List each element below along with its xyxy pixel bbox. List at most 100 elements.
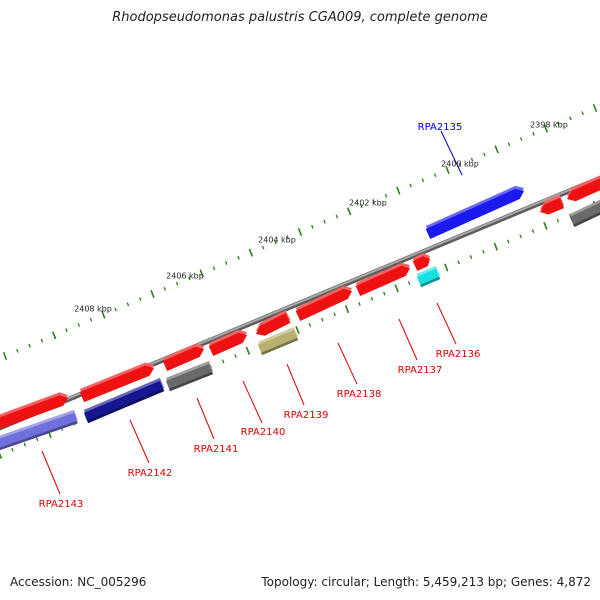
outer-tick — [51, 331, 57, 340]
gene-feature-body — [425, 188, 524, 240]
inner-tick — [295, 325, 300, 335]
gene-feature-body — [256, 313, 291, 336]
scale-label: 2400 kbp — [441, 160, 479, 169]
gene-feature — [540, 194, 565, 215]
outer-tick — [494, 145, 499, 154]
inner-tick — [383, 291, 386, 296]
outer-tick — [297, 227, 303, 237]
outer-tick — [360, 204, 363, 209]
outer-tick — [323, 219, 326, 224]
accession-text: Accession: NC_005296 — [10, 575, 147, 589]
gene-feature-body — [295, 288, 352, 321]
scale-label: 2404 kbp — [258, 236, 296, 245]
leader-line — [286, 363, 305, 406]
inner-tick — [457, 260, 460, 265]
outer-tick — [470, 157, 474, 162]
outer-tick — [199, 269, 204, 278]
scale-label: 2398 kbp — [530, 121, 568, 130]
outer-tick — [581, 111, 584, 116]
inner-tick — [556, 218, 560, 223]
inner-tick — [506, 239, 510, 244]
outer-tick — [396, 186, 401, 195]
gene-feature — [165, 360, 214, 392]
inner-tick — [407, 281, 411, 286]
leader-line — [129, 419, 150, 464]
inner-tick — [493, 242, 499, 251]
gene-feature-body — [165, 363, 214, 392]
map-title: Rhodopseudomonas palustris CGA009, compl… — [112, 10, 488, 25]
outer-tick — [261, 245, 265, 250]
outer-tick — [65, 328, 68, 333]
leader-line — [440, 130, 463, 176]
gene-feature-body — [416, 268, 441, 288]
outer-tick — [335, 214, 339, 219]
gene-labels: RPA2135 RPA2136 RPA2137 RPA2138 RPA2139 RPA21… — [39, 122, 481, 510]
outer-tick — [372, 199, 376, 203]
outer-tick — [237, 255, 240, 260]
outer-tick — [175, 281, 179, 286]
outer-tick — [114, 307, 117, 312]
gene-feature-body — [208, 332, 247, 357]
gene-feature — [355, 262, 410, 297]
gene-feature-body — [0, 395, 68, 430]
gene-feature — [569, 199, 600, 227]
gene-label: RPA2138 — [337, 389, 382, 400]
leader-line — [41, 450, 61, 495]
inner-tick — [11, 447, 14, 452]
outer-tick — [89, 317, 93, 322]
gene-feature — [412, 253, 430, 271]
inner-tick — [394, 284, 399, 293]
leader-line — [242, 380, 263, 424]
outer-tick — [346, 207, 352, 216]
gene-feature — [83, 377, 165, 424]
outer-tick — [126, 302, 130, 307]
inner-tick — [221, 359, 225, 364]
inner-tick — [531, 229, 535, 233]
outer-tick — [445, 165, 450, 175]
outer-tick — [163, 286, 167, 291]
inner-tick — [469, 255, 473, 259]
outer-tick — [556, 121, 560, 126]
gene-feature — [425, 185, 524, 240]
inner-tick — [35, 437, 39, 442]
scale-labels: 2398 kbp 2400 kbp 2402 kbp 2404 kbp 2406 kbp… — [74, 121, 568, 314]
label-leader-lines — [41, 130, 463, 495]
inner-tick — [543, 221, 548, 230]
outer-tick — [532, 131, 535, 136]
outer-tick — [569, 116, 572, 121]
outer-tick — [286, 235, 289, 240]
gene-feature — [567, 175, 600, 202]
gene-feature — [256, 310, 291, 336]
gene-feature-shade — [420, 276, 441, 288]
outer-tick — [150, 289, 155, 299]
gene-feature — [257, 326, 299, 356]
outer-tick — [543, 124, 549, 133]
inner-tick — [308, 322, 312, 327]
inner-tick — [0, 452, 3, 460]
leader-line — [398, 318, 418, 361]
gene-feature — [416, 265, 441, 288]
outer-tick — [507, 142, 511, 147]
inner-tick — [23, 442, 27, 447]
topology-text: Topology: circular; Length: 5,459,213 bp… — [261, 575, 591, 589]
inner-tick — [333, 312, 336, 317]
gene-feature-body — [257, 329, 299, 356]
outer-tick — [311, 224, 314, 229]
leader-line — [436, 302, 457, 345]
outer-tick — [519, 137, 523, 141]
outer-tick — [384, 193, 388, 198]
gene-feature-shade — [261, 337, 299, 356]
scale-label: 2402 kbp — [349, 199, 387, 208]
gene-feature-body — [412, 256, 430, 271]
outer-tick — [188, 276, 191, 281]
gene-label: RPA2137 — [398, 365, 443, 376]
inner-tick — [519, 234, 522, 239]
gene-label: RPA2139 — [284, 410, 329, 421]
inner-tick — [234, 354, 237, 358]
outer-tick — [2, 351, 8, 361]
gene-feature-shade — [573, 212, 600, 227]
gene-feature-body — [567, 178, 600, 202]
gene-feature-shade — [0, 420, 78, 451]
leader-line — [337, 342, 358, 385]
outer-ruler-ticks — [2, 103, 598, 361]
